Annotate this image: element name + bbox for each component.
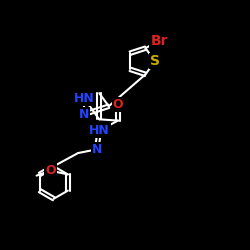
Text: O: O bbox=[45, 164, 56, 177]
Text: N: N bbox=[79, 108, 89, 121]
Text: S: S bbox=[150, 54, 160, 68]
Text: O: O bbox=[113, 98, 123, 111]
Text: N: N bbox=[92, 143, 102, 156]
Text: HN: HN bbox=[89, 124, 110, 137]
Text: HN: HN bbox=[74, 92, 94, 105]
Text: Br: Br bbox=[150, 34, 168, 48]
